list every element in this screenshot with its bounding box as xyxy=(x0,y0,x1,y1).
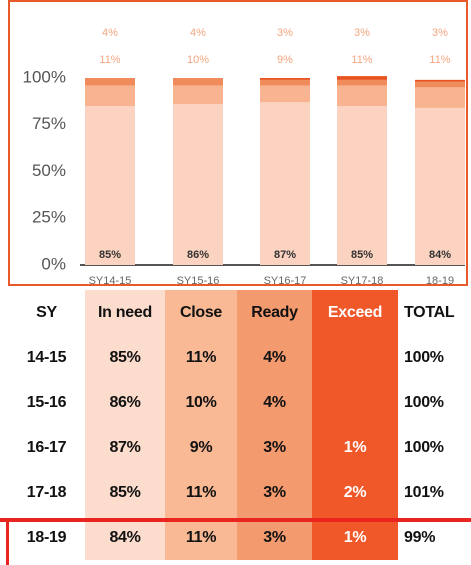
header-cell: TOTAL xyxy=(404,303,455,321)
bar-segment xyxy=(173,104,223,266)
header-cell: In need xyxy=(85,290,165,335)
bar-segment xyxy=(85,106,135,265)
data-label: 3% xyxy=(277,27,293,39)
table-cell: 9% xyxy=(165,425,237,470)
bar-segment xyxy=(415,107,465,265)
y-tick-label: 75% xyxy=(32,114,66,133)
bar-segment xyxy=(260,85,310,103)
data-label: 4% xyxy=(190,27,206,39)
data-label: 84% xyxy=(429,249,451,261)
header-cell: SY xyxy=(36,303,57,321)
table-cell: 4% xyxy=(237,335,312,380)
chart-frame xyxy=(8,0,468,286)
data-label: 85% xyxy=(99,249,121,261)
table-cell: 16-17 xyxy=(26,438,67,456)
bar-segment xyxy=(260,102,310,265)
x-tick-label: SY14-15 xyxy=(89,275,132,287)
table-cell: 87% xyxy=(85,425,165,470)
table-row: 16-17 87% 9% 3% 1% 100% xyxy=(8,425,471,470)
table-cell: 11% xyxy=(165,335,237,380)
table-cell: 4% xyxy=(237,380,312,425)
table-cell: 17-18 xyxy=(26,483,67,501)
bar-segment xyxy=(260,79,310,86)
table-row: 17-18 85% 11% 3% 2% 101% xyxy=(8,470,471,515)
highlight-edge xyxy=(6,518,9,565)
table-cell: 15-16 xyxy=(26,393,67,411)
y-tick-label: 50% xyxy=(32,161,66,180)
data-label: 3% xyxy=(354,27,370,39)
header-cell: Close xyxy=(165,290,237,335)
table-cell: 14-15 xyxy=(26,348,67,366)
data-label: 87% xyxy=(274,249,296,261)
table-cell: 84% xyxy=(85,515,165,560)
bar-segment xyxy=(415,81,465,88)
table-cell: 86% xyxy=(85,380,165,425)
bar-segment xyxy=(85,85,135,107)
header-cell: Ready xyxy=(237,290,312,335)
bar-segment xyxy=(260,78,310,80)
table-cell: 100% xyxy=(404,438,444,456)
bar-segment xyxy=(85,78,135,86)
table-cell: 10% xyxy=(165,380,237,425)
table-row: 18-19 84% 11% 3% 1% 99% xyxy=(8,515,471,560)
y-tick-label: 0% xyxy=(41,254,66,273)
chart: 0% 25% 50% 75% 100% SY14-15 85% 11% 4% SY15-16 86%… xyxy=(8,0,468,287)
bar-segment xyxy=(173,78,223,86)
bar-segment xyxy=(415,87,465,108)
bar-segment xyxy=(337,85,387,107)
header-row: SY In need Close Ready Exceed TOTAL xyxy=(8,290,471,335)
y-tick-label: 100% xyxy=(23,67,66,86)
data-label: 4% xyxy=(102,27,118,39)
table-cell: 85% xyxy=(85,335,165,380)
table-cell xyxy=(312,335,398,380)
header-cell: Exceed xyxy=(312,290,398,335)
table-row: 14-15 85% 11% 4% 100% xyxy=(8,335,471,380)
table-cell: 3% xyxy=(237,425,312,470)
table-cell xyxy=(312,380,398,425)
bar-segment xyxy=(337,76,387,80)
bar-segment xyxy=(415,79,465,82)
x-tick-label: SY17-18 xyxy=(341,275,384,287)
table-row: 15-16 86% 10% 4% 100% xyxy=(8,380,471,425)
table-cell: 100% xyxy=(404,393,444,411)
data-label: 11% xyxy=(429,54,450,66)
table-cell: 1% xyxy=(312,425,398,470)
y-tick-label: 25% xyxy=(32,208,66,227)
table-cell: 3% xyxy=(237,470,312,515)
data-label: 9% xyxy=(277,54,293,66)
data-label: 11% xyxy=(99,54,120,66)
data-label: 3% xyxy=(432,27,448,39)
data-table: SY In need Close Ready Exceed TOTAL 14-15 85% 11… xyxy=(8,290,471,560)
x-tick-label: SY16-17 xyxy=(264,275,307,287)
bar-segment xyxy=(337,79,387,86)
table-cell: 3% xyxy=(237,515,312,560)
highlight-line xyxy=(0,518,471,522)
table-cell: 2% xyxy=(312,470,398,515)
table-cell: 11% xyxy=(165,470,237,515)
bar-segment xyxy=(337,106,387,265)
table-cell: 101% xyxy=(404,483,444,501)
table-cell: 100% xyxy=(404,348,444,366)
table-cell: 11% xyxy=(165,515,237,560)
data-label: 85% xyxy=(351,249,373,261)
table-cell: 1% xyxy=(312,515,398,560)
table-cell: 85% xyxy=(85,470,165,515)
table-cell: 18-19 xyxy=(26,528,67,546)
data-label: 86% xyxy=(187,249,209,261)
x-tick-label: 18-19 xyxy=(426,275,454,287)
data-label: 10% xyxy=(187,54,209,66)
bar-segment xyxy=(173,85,223,105)
x-tick-label: SY15-16 xyxy=(177,275,220,287)
data-label: 11% xyxy=(351,54,372,66)
table-cell: 99% xyxy=(404,528,436,546)
